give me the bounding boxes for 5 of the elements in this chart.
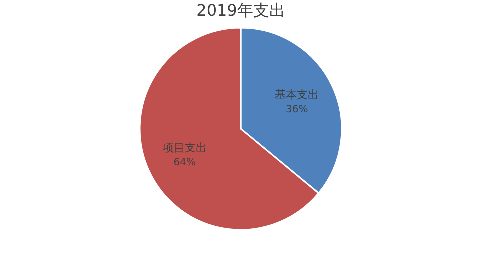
data-label: 64% (174, 157, 196, 168)
slice-label: 项目支出 (162, 141, 207, 154)
data-label: 36% (286, 104, 308, 116)
slice-label: 基本支出 (275, 88, 320, 102)
chart-title: 2019年支出 (196, 1, 286, 20)
